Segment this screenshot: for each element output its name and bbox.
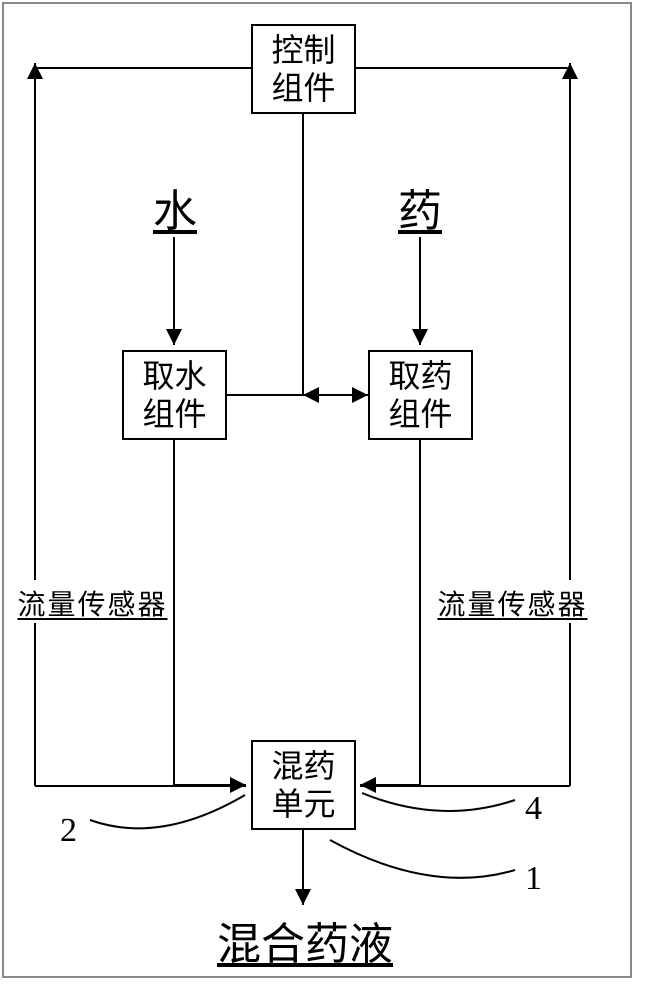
node-water_label-text: 水 — [153, 175, 197, 239]
outer-frame — [2, 2, 632, 978]
node-mixing_unit: 混药单元 — [251, 740, 356, 830]
node-water_intake-line1: 取水 — [142, 357, 206, 395]
number-label-n2: 2 — [60, 812, 77, 850]
node-drug_intake-line2: 组件 — [388, 395, 452, 433]
node-drug_label: 药 — [395, 182, 445, 232]
number-label-n4: 4 — [525, 790, 542, 828]
node-water_intake-line2: 组件 — [142, 395, 206, 433]
node-control-line1: 控制 — [271, 31, 335, 69]
node-sensor_right: 流量传感器 — [435, 585, 590, 621]
node-sensor_left-text: 流量传感器 — [17, 583, 167, 623]
node-water_intake: 取水组件 — [122, 350, 227, 440]
number-label-n1: 1 — [525, 860, 542, 898]
node-control: 控制组件 — [251, 24, 356, 114]
node-water_label: 水 — [150, 182, 200, 232]
node-drug_label-text: 药 — [398, 175, 442, 239]
node-sensor_right-text: 流量传感器 — [437, 583, 587, 623]
node-drug_intake-line1: 取药 — [388, 357, 452, 395]
node-output_label: 混合药液 — [205, 915, 405, 965]
node-output_label-text: 混合药液 — [217, 908, 393, 972]
node-control-line2: 组件 — [271, 69, 335, 107]
node-mixing_unit-line2: 单元 — [271, 785, 335, 823]
node-drug_intake: 取药组件 — [368, 350, 473, 440]
node-sensor_left: 流量传感器 — [15, 585, 170, 621]
node-mixing_unit-line1: 混药 — [271, 747, 335, 785]
